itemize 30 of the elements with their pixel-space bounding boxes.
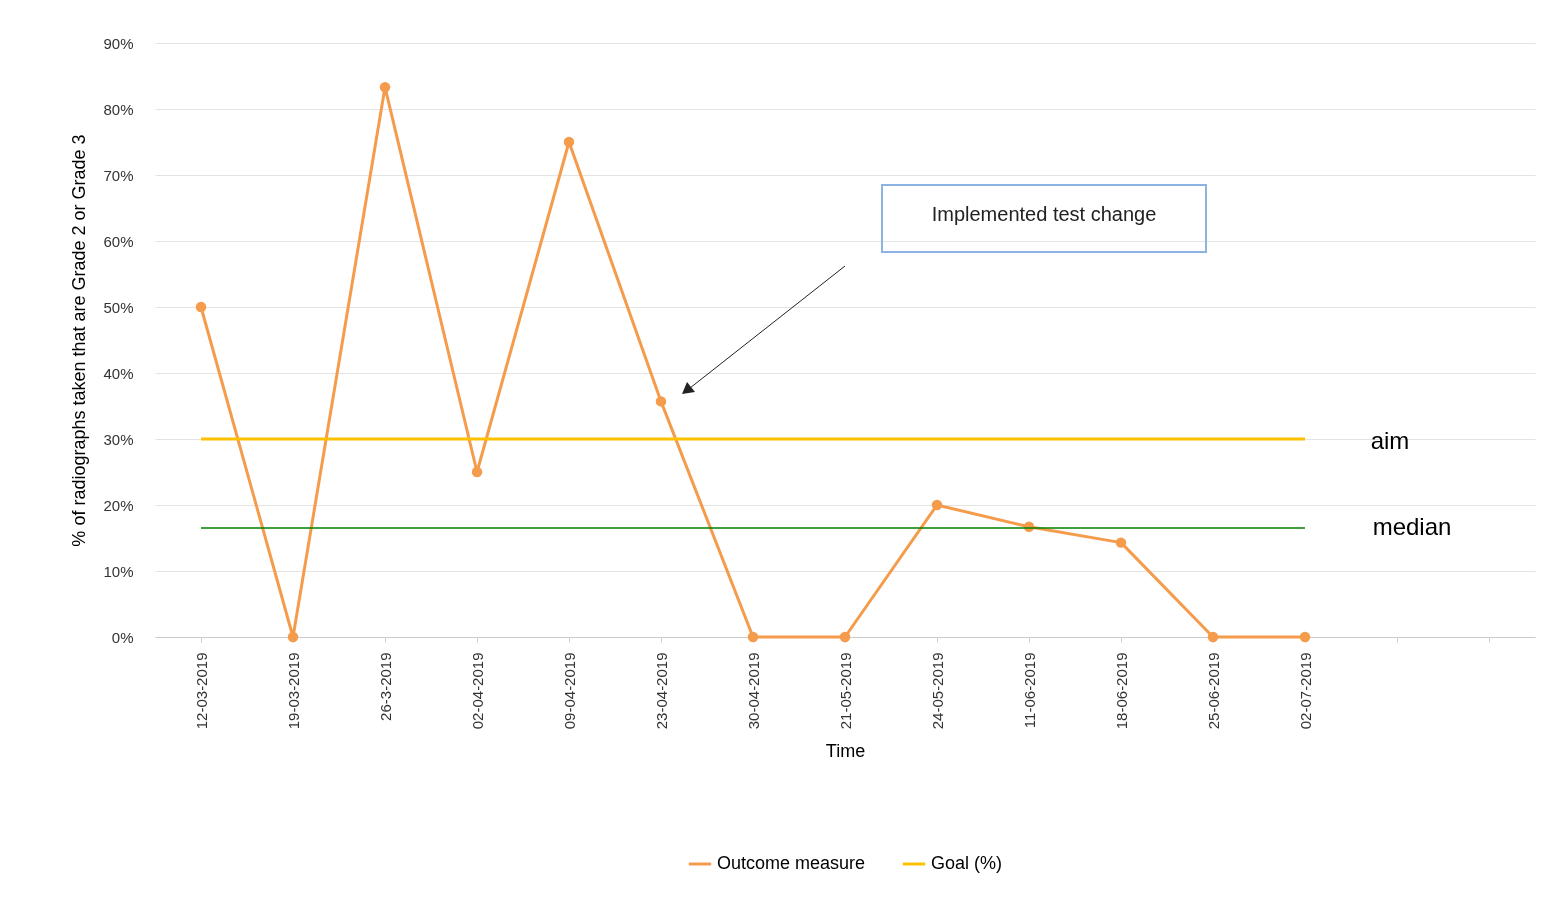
x-axis-title: Time [825, 741, 866, 762]
annotation: aim [1370, 427, 1410, 454]
y-tick-label: 20% [103, 496, 134, 514]
y-tick-label: 60% [103, 232, 134, 250]
y-tick-label: 50% [103, 298, 134, 316]
x-tick-label: 12-03-2019 [192, 652, 210, 730]
x-tick-label: 19-03-2019 [284, 652, 302, 730]
annotation: Implemented test change [931, 203, 1157, 225]
x-tick-label: 24-05-2019 [928, 652, 946, 730]
y-tick-label: 0% [111, 628, 134, 646]
x-tick-label: 26-3-2019 [376, 652, 394, 721]
x-tick-label: 09-04-2019 [560, 652, 578, 730]
y-axis-title: % of radiographs taken that are Grade 2 or Grade 3 [69, 134, 90, 547]
y-tick-label: 40% [103, 364, 134, 382]
y-tick-label: 70% [103, 166, 134, 184]
x-tick-label: 21-05-2019 [836, 652, 854, 730]
ref-line-label: median [1372, 513, 1452, 541]
y-tick-label: 30% [103, 430, 134, 448]
x-tick-label: 02-07-2019 [1296, 652, 1314, 730]
x-tick-label: 11-06-2019 [1020, 652, 1038, 729]
x-tick-label: 30-04-2019 [744, 652, 762, 730]
x-tick-label: 18-06-2019 [1112, 652, 1130, 730]
y-tick-label: 90% [103, 34, 134, 52]
y-tick-label: 80% [103, 100, 134, 118]
x-tick-label: 25-06-2019 [1204, 652, 1222, 730]
legend-label: Goal (%) [931, 853, 1003, 873]
legend-label: Outcome measure [717, 853, 866, 873]
x-tick-label: 02-04-2019 [468, 652, 486, 730]
y-tick-label: 10% [103, 562, 134, 580]
x-tick-label: 23-04-2019 [652, 652, 670, 730]
